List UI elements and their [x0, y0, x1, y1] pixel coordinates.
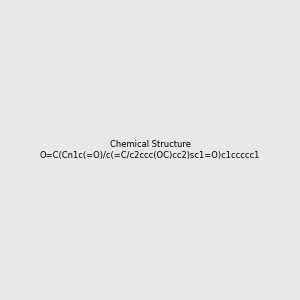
Text: Chemical Structure
O=C(Cn1c(=O)/c(=C/c2ccc(OC)cc2)sc1=O)c1ccccc1: Chemical Structure O=C(Cn1c(=O)/c(=C/c2c… — [40, 140, 260, 160]
